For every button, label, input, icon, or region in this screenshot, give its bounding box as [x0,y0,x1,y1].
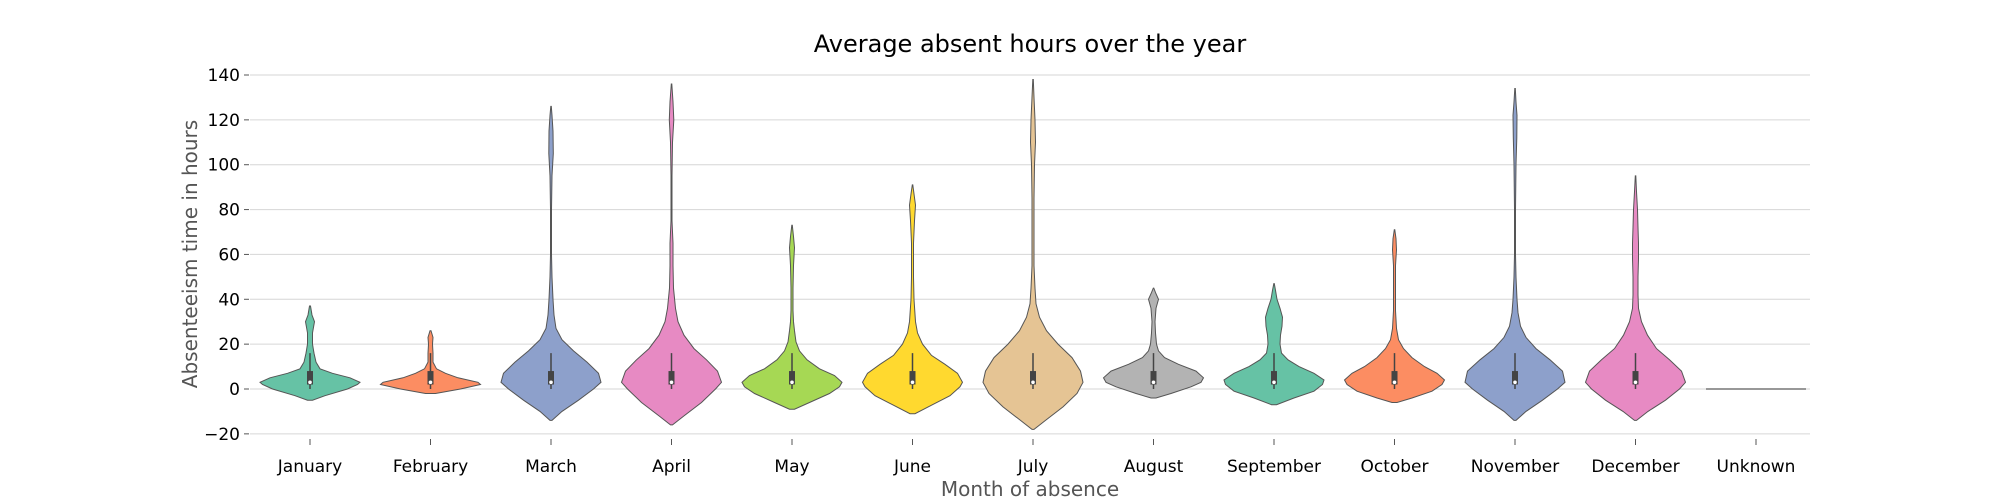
violin-iqr-box [1512,371,1518,385]
violin-july [982,79,1084,430]
violin-median [308,380,312,385]
y-tick-label: 100 [208,156,240,176]
violin-median [549,380,553,385]
violin-body [1223,283,1325,406]
violin-body [982,79,1084,430]
violin-body [1102,287,1205,399]
x-tick-label: Unknown [1717,457,1796,477]
x-tick-label: August [1124,457,1184,477]
violin-march [500,105,602,421]
violin-body [259,305,361,401]
violin-body [861,184,964,415]
violin-median [1031,380,1035,385]
x-axis-label: Month of absence [941,477,1119,500]
x-tick-label: July [1017,457,1049,477]
y-tick-label: 40 [218,290,240,310]
violin-january [259,305,361,401]
y-tick-label: 60 [218,245,240,265]
violin-iqr-box [909,371,916,385]
violin-iqr-box [1391,371,1398,385]
violin-november [1464,88,1566,421]
violin-december [1584,175,1687,421]
x-tick-label: February [393,457,468,477]
violin-iqr-box [668,371,675,385]
x-tick-label: September [1227,457,1321,477]
y-tick-label: 120 [208,111,240,131]
violin-median [790,380,794,385]
violin-june [861,184,964,415]
violin-iqr-box [789,371,795,385]
violin-april [620,83,723,426]
violin-median [669,380,674,385]
y-tick-label: 20 [218,335,240,355]
x-tick-label: May [774,457,809,477]
x-tick-label: April [652,457,691,477]
violin-february [379,330,482,394]
x-tick-label: June [893,457,931,477]
y-tick-label: 0 [229,380,240,400]
violin-iqr-box [307,371,313,385]
violin-may [741,224,843,410]
violin-iqr-box [427,371,434,385]
y-tick-label: −20 [204,425,240,445]
violin-median [428,380,433,385]
violin-iqr-box [1030,371,1036,385]
violin-median [1151,380,1156,385]
violin-body [500,105,602,421]
x-tick-label: December [1591,457,1679,477]
violin-iqr-box [1150,371,1157,385]
violin-body [1343,229,1446,403]
violin-body [741,224,843,410]
x-axis: January February March April May June July Augu… [277,439,1796,477]
violin-body [1464,88,1566,421]
y-axis-label: Absenteeism time in hours [178,120,202,388]
violin-median [1513,380,1517,385]
violin-median [1392,380,1397,385]
violin-iqr-box [548,371,554,385]
x-tick-label: November [1471,457,1559,477]
violin-iqr-box [1632,371,1639,385]
x-tick-label: October [1360,457,1428,477]
violin-body [1584,175,1687,421]
x-tick-label: January [277,457,342,477]
violin-median [1272,380,1276,385]
y-axis: −20 0 20 40 60 80 100 120 140 [204,66,249,445]
violin-median [910,380,915,385]
chart-title: Average absent hours over the year [814,30,1247,58]
y-tick-label: 80 [218,201,240,221]
violin-median [1633,380,1638,385]
y-tick-label: 140 [208,66,240,86]
violin-august [1102,287,1205,399]
violin-september [1223,283,1325,406]
violins [259,79,1806,430]
violin-october [1343,229,1446,403]
violin-iqr-box [1271,371,1277,385]
x-tick-label: March [525,457,577,477]
violin-body [620,83,723,426]
